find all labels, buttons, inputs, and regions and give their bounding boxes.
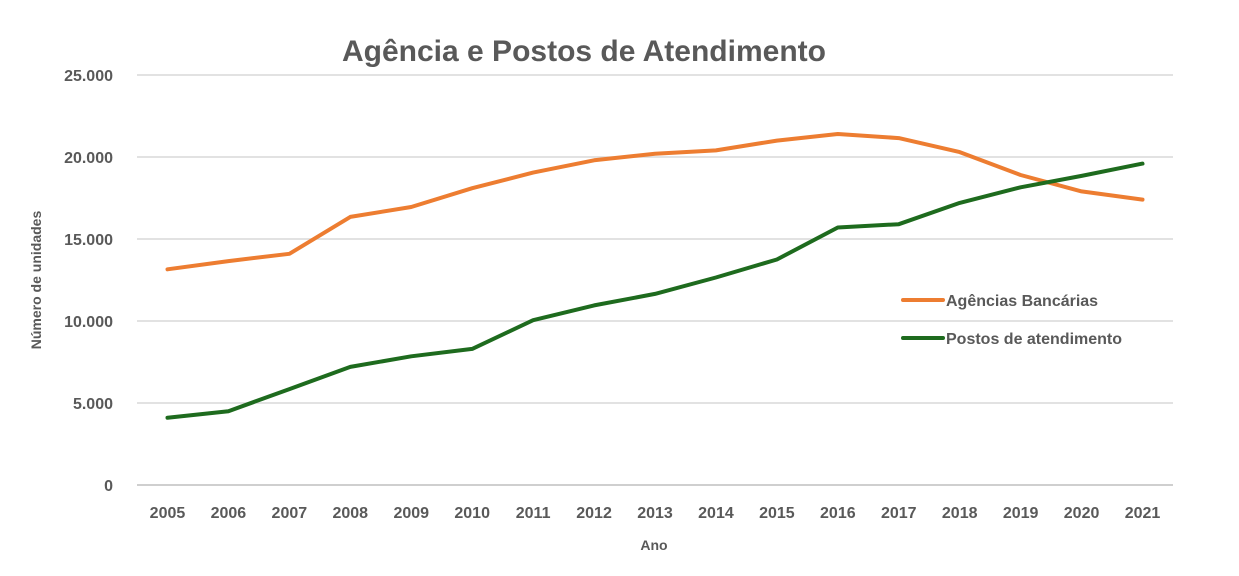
x-tick-label: 2017: [881, 505, 917, 522]
x-tick-label: 2011: [516, 505, 551, 522]
series-line-postos: [165, 161, 1145, 420]
x-axis: 2005 2006 2007 2008 2009 2010 2011 2012 2013 2014…: [150, 505, 1161, 522]
y-axis: 0 5.000 10.000 15.000 20.000 25.000: [64, 68, 113, 495]
x-tick-label: 2005: [150, 505, 186, 522]
series-line-agencias: [165, 132, 1145, 272]
x-tick-label: 2021: [1125, 505, 1161, 522]
x-tick-label: 2016: [820, 505, 856, 522]
x-tick-label: 2006: [211, 505, 247, 522]
x-tick-label: 2009: [393, 505, 429, 522]
legend-label: Agências Bancárias: [946, 293, 1098, 310]
x-tick-label: 2008: [332, 505, 368, 522]
legend-label: Postos de atendimento: [946, 331, 1122, 348]
y-tick-label: 15.000: [64, 232, 113, 249]
series-lines: [165, 132, 1145, 420]
gridlines: [137, 74, 1173, 486]
x-tick-label: 2014: [698, 505, 734, 522]
y-tick-label: 25.000: [64, 68, 113, 85]
x-tick-label: 2010: [454, 505, 490, 522]
legend: Agências Bancárias Postos de atendimento: [901, 293, 1122, 348]
x-axis-label: Ano: [640, 537, 667, 553]
y-tick-label: 5.000: [73, 396, 113, 413]
y-axis-label: Número de unidades: [28, 211, 44, 350]
x-tick-label: 2015: [759, 505, 795, 522]
x-tick-label: 2012: [576, 505, 612, 522]
y-tick-label: 0: [104, 478, 113, 495]
x-tick-label: 2020: [1064, 505, 1100, 522]
x-tick-label: 2007: [272, 505, 308, 522]
x-tick-label: 2019: [1003, 505, 1039, 522]
chart-title: Agência e Postos de Atendimento: [342, 35, 826, 68]
y-tick-label: 10.000: [64, 314, 113, 331]
x-tick-label: 2018: [942, 505, 978, 522]
y-tick-label: 20.000: [64, 150, 113, 167]
x-tick-label: 2013: [637, 505, 673, 522]
